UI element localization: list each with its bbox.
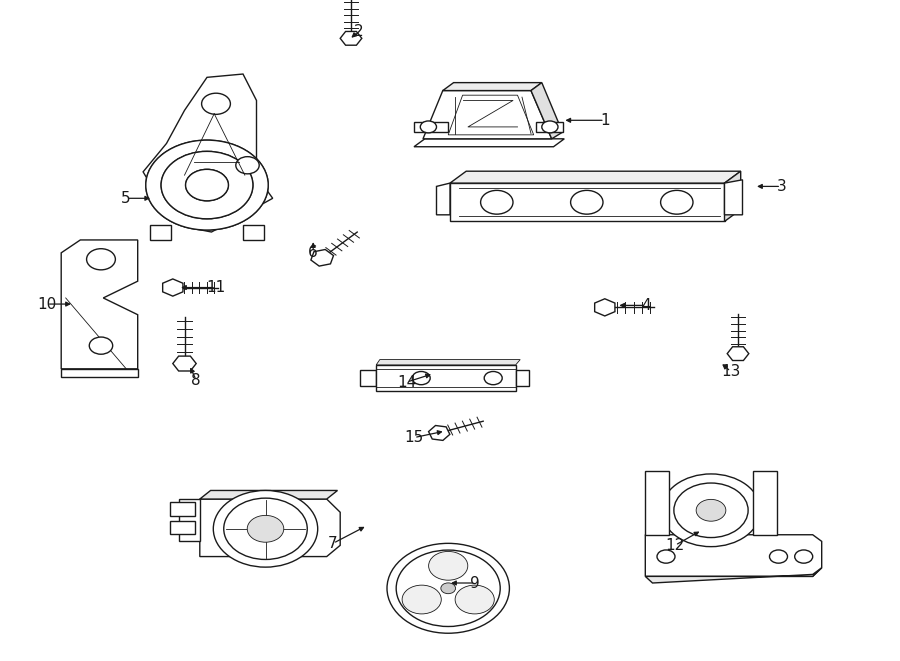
Polygon shape	[376, 360, 520, 365]
Circle shape	[236, 157, 259, 174]
Polygon shape	[360, 370, 376, 386]
Circle shape	[484, 371, 502, 385]
Circle shape	[795, 550, 813, 563]
Text: 4: 4	[642, 298, 651, 313]
Polygon shape	[173, 356, 196, 371]
Polygon shape	[179, 499, 200, 541]
Circle shape	[387, 543, 509, 633]
Polygon shape	[61, 369, 138, 377]
Polygon shape	[645, 535, 822, 576]
Text: 5: 5	[122, 191, 130, 206]
Polygon shape	[376, 365, 516, 391]
Circle shape	[661, 190, 693, 214]
Polygon shape	[243, 225, 264, 240]
Text: 1: 1	[600, 113, 609, 128]
Circle shape	[185, 169, 229, 201]
Circle shape	[161, 151, 253, 219]
Polygon shape	[516, 370, 529, 386]
Text: 3: 3	[777, 179, 786, 194]
Circle shape	[674, 483, 748, 537]
Circle shape	[402, 585, 441, 614]
Text: 8: 8	[192, 373, 201, 387]
Polygon shape	[200, 499, 340, 557]
Polygon shape	[595, 299, 615, 316]
Polygon shape	[163, 279, 183, 296]
Circle shape	[571, 190, 603, 214]
Polygon shape	[645, 568, 822, 583]
Polygon shape	[423, 91, 552, 139]
Polygon shape	[61, 240, 138, 369]
Text: 2: 2	[354, 24, 363, 39]
Circle shape	[455, 585, 494, 614]
Circle shape	[481, 190, 513, 214]
Circle shape	[202, 93, 230, 114]
Polygon shape	[536, 122, 562, 132]
Polygon shape	[645, 471, 669, 535]
Text: 9: 9	[471, 576, 480, 590]
Polygon shape	[753, 471, 777, 535]
Text: 13: 13	[721, 364, 741, 379]
Text: 12: 12	[665, 538, 685, 553]
Text: 7: 7	[328, 536, 338, 551]
Polygon shape	[310, 249, 334, 266]
Circle shape	[213, 490, 318, 567]
Polygon shape	[724, 180, 742, 215]
Polygon shape	[727, 347, 749, 360]
Circle shape	[662, 474, 760, 547]
Polygon shape	[724, 171, 741, 221]
Circle shape	[86, 249, 115, 270]
Text: 15: 15	[404, 430, 424, 445]
Circle shape	[697, 500, 725, 521]
Circle shape	[185, 169, 229, 201]
Circle shape	[441, 583, 455, 594]
Polygon shape	[340, 32, 362, 45]
Text: 14: 14	[397, 375, 417, 389]
Circle shape	[396, 550, 500, 627]
Circle shape	[146, 140, 268, 230]
Polygon shape	[414, 139, 564, 147]
Polygon shape	[150, 225, 171, 240]
Polygon shape	[428, 426, 450, 440]
Polygon shape	[450, 183, 724, 221]
Polygon shape	[170, 521, 195, 534]
Circle shape	[420, 121, 436, 133]
Polygon shape	[414, 122, 448, 132]
Circle shape	[657, 550, 675, 563]
Circle shape	[161, 151, 253, 219]
Circle shape	[89, 337, 112, 354]
Polygon shape	[200, 490, 338, 499]
Text: 10: 10	[37, 297, 57, 311]
Polygon shape	[170, 502, 195, 516]
Polygon shape	[531, 83, 562, 139]
Circle shape	[542, 121, 558, 133]
Text: 11: 11	[206, 280, 226, 295]
Circle shape	[146, 140, 268, 230]
Circle shape	[770, 550, 788, 563]
Polygon shape	[436, 183, 450, 215]
Polygon shape	[143, 74, 273, 232]
Polygon shape	[443, 83, 542, 91]
Circle shape	[224, 498, 307, 559]
Circle shape	[248, 516, 284, 542]
Polygon shape	[450, 171, 741, 183]
Text: 6: 6	[309, 245, 318, 260]
Circle shape	[412, 371, 430, 385]
Circle shape	[428, 551, 468, 580]
